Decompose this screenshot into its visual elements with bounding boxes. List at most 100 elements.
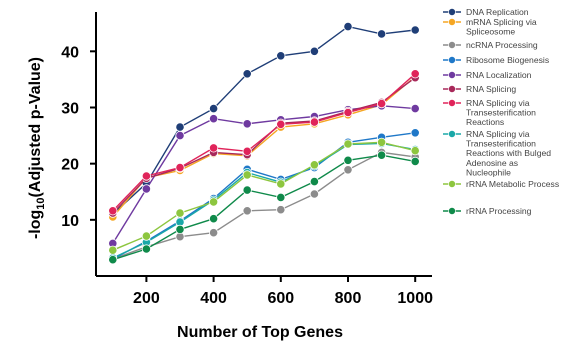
legend-marker: [448, 85, 456, 93]
legend-marker: [448, 207, 456, 215]
series-line: [112, 151, 416, 260]
y-ticks: 10 20 30 40: [61, 44, 96, 230]
legend-marker: [448, 99, 456, 107]
data-point: [376, 137, 387, 147]
series: [108, 137, 420, 255]
legend-label: RNA Splicing via Transesterification React…: [466, 98, 536, 127]
data-point: [276, 179, 286, 189]
legend-item: rRNA Processing: [443, 206, 532, 216]
data-point: [410, 69, 420, 79]
data-point: [410, 104, 420, 114]
y-tick-label: 30: [61, 100, 79, 117]
data-point: [410, 146, 420, 156]
data-point: [242, 69, 252, 79]
legend-label: ncRNA Processing: [466, 40, 538, 50]
x-tick-label: 200: [133, 290, 160, 307]
series: [108, 69, 420, 216]
data-point: [343, 165, 353, 175]
plot-area: 200 400 600 800 1000 10 20 30 40: [61, 12, 433, 307]
legend-marker: [448, 130, 456, 138]
data-point: [209, 197, 219, 207]
data-point: [410, 128, 420, 138]
x-tick-label: 800: [335, 290, 362, 307]
legend-label: DNA Replication: [466, 7, 529, 17]
y-tick-label: 10: [61, 213, 79, 230]
series-line: [112, 132, 416, 260]
data-point: [309, 160, 319, 170]
series: [108, 72, 420, 222]
data-point: [209, 143, 219, 153]
series: [108, 73, 420, 218]
legend-label: Ribosome Biogenesis: [466, 55, 549, 65]
series-line: [112, 25, 416, 215]
x-tick-label: 600: [267, 290, 294, 307]
legend-item: Ribosome Biogenesis: [443, 55, 549, 65]
legend-item: RNA Splicing via Transesterification React…: [443, 98, 536, 127]
series-layer: [108, 22, 420, 265]
data-point: [209, 114, 219, 124]
legend-marker: [448, 56, 456, 64]
data-point: [242, 185, 252, 195]
data-point: [209, 228, 219, 238]
data-point: [209, 104, 219, 114]
series: [108, 22, 420, 219]
data-point: [242, 206, 252, 216]
x-axis-title: Number of Top Genes: [177, 324, 343, 341]
data-point: [242, 170, 252, 180]
data-point: [343, 22, 353, 32]
data-point: [276, 192, 286, 202]
data-point: [343, 139, 353, 149]
legend-item: RNA Splicing via Transesterification React…: [443, 129, 551, 177]
series-line: [112, 76, 416, 218]
data-point: [376, 150, 387, 160]
data-point: [410, 156, 420, 166]
legend-marker: [448, 71, 456, 79]
series-line: [112, 154, 416, 261]
data-point: [242, 119, 252, 129]
data-point: [242, 146, 252, 156]
series-line: [112, 77, 416, 214]
legend-item: rRNA Metabolic Process: [443, 179, 559, 189]
legend-item: ncRNA Processing: [443, 40, 538, 50]
data-point: [175, 163, 185, 173]
y-axis-title-rest: (Adjusted p-Value): [27, 57, 44, 197]
legend-label: RNA Splicing via Transesterification React…: [466, 129, 551, 177]
data-point: [276, 205, 286, 215]
data-point: [175, 224, 185, 234]
x-tick-label: 1000: [397, 290, 433, 307]
y-axis-title-subscript: 10: [35, 197, 47, 209]
data-point: [343, 155, 353, 165]
data-point: [108, 245, 118, 255]
legend-label: mRNA Splicing via Spliceosome: [466, 17, 537, 37]
legend-item: RNA Localization: [443, 70, 532, 80]
y-axis-title-main: -log: [27, 210, 44, 239]
series: [108, 101, 420, 248]
x-ticks: 200 400 600 800 1000: [133, 276, 433, 307]
data-point: [276, 119, 286, 129]
data-point: [141, 171, 151, 181]
data-point: [209, 214, 219, 224]
legend-label: RNA Splicing: [466, 84, 516, 94]
data-point: [309, 46, 319, 56]
data-point: [309, 117, 319, 127]
y-tick-label: 20: [61, 157, 79, 174]
data-point: [309, 177, 319, 187]
series: [108, 147, 420, 264]
data-point: [376, 29, 387, 39]
data-point: [175, 208, 185, 218]
series-line: [112, 141, 416, 251]
legend-marker: [448, 41, 456, 49]
legend-label: rRNA Metabolic Process: [466, 179, 559, 189]
data-point: [410, 25, 420, 35]
x-tick-label: 400: [200, 290, 227, 307]
series: [108, 150, 420, 265]
y-axis-title: -log10(Adjusted p-Value): [27, 57, 47, 239]
series-line: [112, 142, 416, 259]
data-point: [141, 184, 151, 194]
data-point: [376, 99, 387, 109]
legend-label: RNA Localization: [466, 70, 532, 80]
legend-label: rRNA Processing: [466, 206, 532, 216]
series-line: [112, 73, 416, 212]
